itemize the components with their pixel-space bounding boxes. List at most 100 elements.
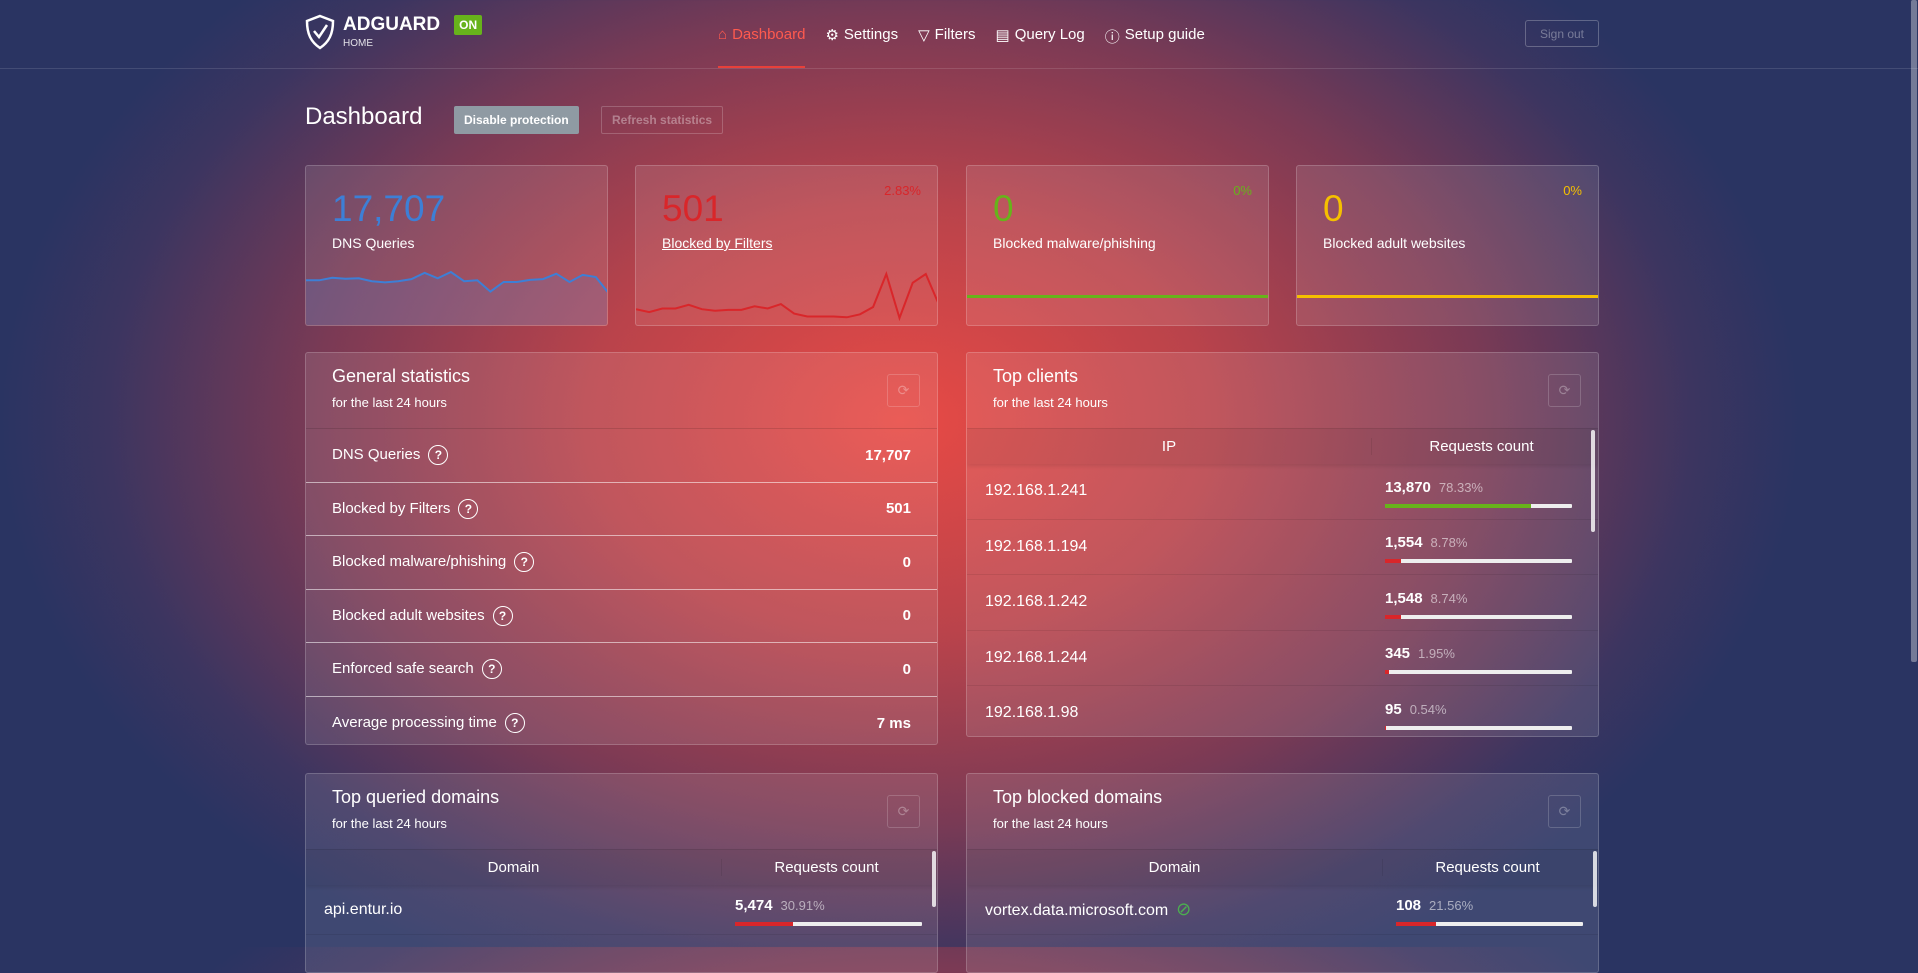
nav-settings[interactable]: ⚙ Settings: [825, 24, 898, 68]
scrollbar[interactable]: [1593, 851, 1597, 907]
table-row[interactable]: 192.168.1.241 13,870 78.33%: [967, 464, 1598, 520]
column-header-requests[interactable]: Requests count: [721, 859, 931, 876]
card-percent: 0%: [1563, 183, 1582, 198]
general-statistics-panel: General statistics for the last 24 hours ⟳…: [305, 352, 938, 745]
refresh-button[interactable]: ⟳: [1548, 795, 1581, 828]
help-icon[interactable]: ?: [492, 605, 513, 626]
client-ip[interactable]: 192.168.1.244: [985, 648, 1088, 666]
page-scrollbar[interactable]: [1911, 0, 1917, 662]
panel-title: Top blocked domains: [993, 787, 1163, 807]
column-header-requests[interactable]: Requests count: [1382, 859, 1592, 876]
nav-query-log[interactable]: ▤ Query Log: [996, 24, 1085, 68]
blocked-by-filters-link[interactable]: Blocked by Filters: [662, 235, 773, 251]
help-icon[interactable]: ?: [504, 713, 525, 734]
sign-out-button[interactable]: Sign out: [1525, 20, 1599, 47]
progress-bar: [1385, 559, 1572, 564]
domain-name[interactable]: api.entur.io: [306, 901, 721, 919]
top-blocked-domains-panel: Top blocked domains for the last 24 hours…: [966, 773, 1599, 973]
client-ip[interactable]: 192.168.1.241: [985, 482, 1088, 500]
request-percent: 8.78%: [1430, 535, 1468, 551]
protection-status-badge: ON: [454, 15, 483, 35]
progress-fill: [1385, 725, 1386, 730]
progress-fill: [1396, 922, 1437, 926]
client-ip[interactable]: 192.168.1.98: [985, 704, 1079, 722]
page-title: Dashboard: [305, 103, 423, 130]
nav-dashboard[interactable]: ⌂ Dashboard: [718, 24, 806, 68]
stat-value: 0: [902, 553, 911, 571]
help-icon[interactable]: ?: [481, 659, 502, 680]
nav-label: Dashboard: [732, 26, 806, 43]
panel-title: Top clients: [993, 366, 1079, 386]
scrollbar[interactable]: [1591, 430, 1595, 532]
stat-row: Average processing time? 7 ms: [306, 697, 937, 745]
disable-protection-button[interactable]: Disable protection: [454, 106, 579, 134]
sparkline-area: [306, 272, 607, 325]
panel-subtitle: for the last 24 hours: [993, 816, 1108, 831]
nav-filters[interactable]: ▽ Filters: [918, 24, 975, 68]
adult-sparkline: [1297, 295, 1598, 298]
table-row[interactable]: vortex.data.microsoft.com ⊘ 108 21.56%: [967, 885, 1598, 935]
refresh-button[interactable]: ⟳: [887, 374, 920, 407]
help-icon: ⓘ: [1104, 29, 1120, 46]
panel-title: General statistics: [332, 366, 471, 386]
help-icon[interactable]: ?: [428, 445, 449, 466]
help-icon[interactable]: ?: [514, 552, 535, 573]
table-row[interactable]: 192.168.1.98 95 0.54%: [967, 686, 1598, 736]
table-row[interactable]: 192.168.1.244 345 1.95%: [967, 631, 1598, 686]
request-count: 5,474: [735, 897, 773, 914]
nav-label: Settings: [843, 26, 899, 43]
progress-fill: [1385, 503, 1532, 508]
blocked-sparkline: [636, 270, 937, 325]
panel-subtitle: for the last 24 hours: [993, 395, 1108, 410]
request-percent: 0.54%: [1409, 701, 1447, 717]
card-value: 17,707: [332, 188, 446, 229]
stat-row: Blocked malware/phishing? 0: [306, 536, 937, 590]
nav-label: Filters: [934, 26, 976, 43]
domain-name[interactable]: vortex.data.microsoft.com ⊘: [967, 899, 1382, 920]
request-count: 345: [1385, 645, 1411, 663]
column-header-requests[interactable]: Requests count: [1371, 438, 1591, 455]
card-percent: 0%: [1233, 183, 1252, 198]
client-ip[interactable]: 192.168.1.194: [985, 537, 1088, 555]
request-percent: 78.33%: [1438, 479, 1483, 495]
stat-label: Blocked adult websites: [332, 606, 485, 624]
document-icon: ▤: [995, 27, 1010, 44]
table-row[interactable]: 192.168.1.242 1,548 8.74%: [967, 575, 1598, 631]
stat-label: Blocked malware/phishing: [332, 553, 507, 571]
sparkline-line: [636, 270, 937, 322]
refresh-statistics-button[interactable]: Refresh statistics: [601, 106, 724, 134]
request-percent: 21.56%: [1429, 898, 1474, 913]
request-count: 95: [1385, 700, 1402, 718]
refresh-button[interactable]: ⟳: [1548, 374, 1581, 407]
client-ip[interactable]: 192.168.1.242: [985, 593, 1088, 611]
progress-bar: [1385, 725, 1572, 730]
progress-bar: [1396, 922, 1583, 926]
column-header-domain[interactable]: Domain: [1148, 859, 1201, 876]
domain-text: vortex.data.microsoft.com: [985, 902, 1169, 919]
card-label: Blocked malware/phishing: [993, 235, 1156, 251]
table-row[interactable]: api.entur.io 5,474 30.91%: [306, 885, 937, 935]
logo[interactable]: ADGUARD HOME ON: [305, 13, 483, 50]
dns-queries-sparkline: [306, 270, 607, 325]
request-count: 1,548: [1385, 589, 1423, 607]
request-count: 13,870: [1385, 478, 1431, 496]
brand-name: ADGUARD: [343, 13, 441, 35]
nav-setup-guide[interactable]: ⓘ Setup guide: [1105, 24, 1205, 68]
request-percent: 30.91%: [780, 898, 825, 913]
refresh-button[interactable]: ⟳: [887, 795, 920, 828]
scrollbar[interactable]: [932, 851, 936, 907]
tracker-icon[interactable]: ⊘: [1176, 899, 1192, 919]
nav-label: Setup guide: [1124, 26, 1205, 43]
column-header-ip[interactable]: IP: [1161, 438, 1177, 455]
card-dns-queries: 17,707 DNS Queries: [305, 165, 608, 326]
filter-icon: ▽: [918, 27, 930, 44]
panel-title: Top queried domains: [332, 787, 500, 807]
column-header-domain[interactable]: Domain: [487, 859, 540, 876]
card-value: 0: [1323, 188, 1344, 229]
help-icon[interactable]: ?: [458, 498, 479, 519]
brand-sub: HOME: [343, 37, 373, 49]
table-row[interactable]: 192.168.1.194 1,554 8.78%: [967, 520, 1598, 575]
stat-row: DNS Queries? 17,707: [306, 429, 937, 483]
progress-fill: [735, 922, 793, 926]
panel-subtitle: for the last 24 hours: [332, 816, 447, 831]
